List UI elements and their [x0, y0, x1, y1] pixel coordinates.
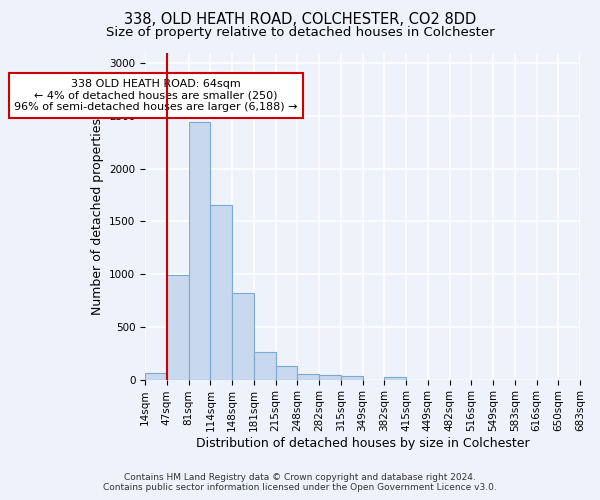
Bar: [145, 374, 167, 380]
Bar: [188, 122, 211, 380]
Bar: [319, 375, 341, 380]
Text: 338, OLD HEATH ROAD, COLCHESTER, CO2 8DD: 338, OLD HEATH ROAD, COLCHESTER, CO2 8DD: [124, 12, 476, 28]
Bar: [211, 206, 232, 380]
Bar: [385, 377, 406, 380]
Bar: [167, 275, 188, 380]
Bar: [275, 366, 298, 380]
Y-axis label: Number of detached properties: Number of detached properties: [91, 118, 104, 314]
Bar: [254, 352, 275, 380]
Text: Size of property relative to detached houses in Colchester: Size of property relative to detached ho…: [106, 26, 494, 39]
X-axis label: Distribution of detached houses by size in Colchester: Distribution of detached houses by size …: [196, 437, 529, 450]
Text: 338 OLD HEATH ROAD: 64sqm
← 4% of detached houses are smaller (250)
96% of semi-: 338 OLD HEATH ROAD: 64sqm ← 4% of detach…: [14, 79, 298, 112]
Text: Contains HM Land Registry data © Crown copyright and database right 2024.
Contai: Contains HM Land Registry data © Crown c…: [103, 473, 497, 492]
Bar: [298, 374, 319, 380]
Bar: [232, 293, 254, 380]
Bar: [341, 376, 362, 380]
